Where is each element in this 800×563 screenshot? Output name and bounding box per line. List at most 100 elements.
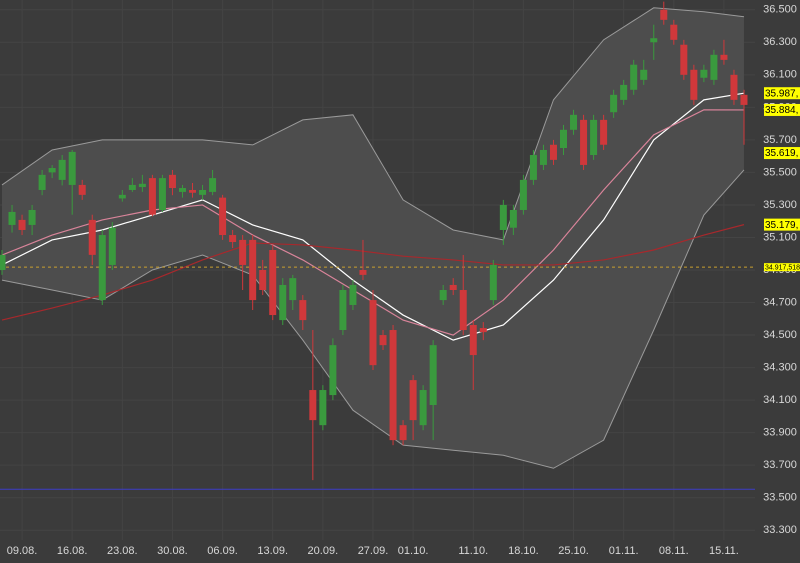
candle-body (319, 390, 327, 426)
price-marker (764, 218, 800, 231)
indicator-line (1, 109, 744, 336)
y-tick-label: 35.300 (763, 199, 797, 211)
candle-body (499, 204, 507, 230)
x-tick-label: 06.09. (207, 545, 238, 557)
candle-body (549, 144, 557, 160)
price-marker (764, 147, 800, 160)
candle-body (459, 290, 467, 331)
y-tick-label: 35.100 (763, 231, 797, 243)
candle-body (489, 264, 497, 301)
candle-body (38, 174, 46, 190)
candle-body (690, 69, 698, 100)
price-marker-label: 35.987, (765, 88, 798, 99)
lower-band (1, 169, 745, 469)
band-layer (2, 7, 744, 469)
y-tick-label: 34.100 (763, 394, 797, 406)
candle-body (479, 328, 487, 333)
x-tick-label: 09.08. (7, 545, 38, 557)
candle-body (449, 284, 457, 291)
candle-body (48, 168, 56, 173)
x-tick-label: 01.10. (398, 545, 429, 557)
candle-body (590, 119, 598, 156)
candle-body (78, 184, 86, 195)
candle-body (469, 324, 477, 356)
candle-body (560, 129, 568, 149)
candle-body (710, 54, 718, 80)
candle-body (610, 94, 618, 113)
y-tick-label: 33.900 (763, 427, 797, 439)
candle-body (98, 235, 106, 301)
candle-body (148, 178, 156, 215)
candle-body (168, 174, 176, 189)
x-tick-label: 30.08. (157, 545, 188, 557)
candle-body (640, 69, 648, 80)
candle-body (369, 300, 377, 366)
candle-body (740, 94, 748, 105)
indicator-line (1, 224, 745, 321)
candle-body (88, 219, 96, 255)
candle-body (8, 211, 16, 225)
candle-body (720, 54, 728, 60)
y-tick-label: 33.300 (763, 524, 797, 536)
candle-body (409, 380, 417, 421)
candle-body (349, 284, 357, 305)
y-tick-label: 36.300 (763, 36, 797, 48)
x-tick-label: 13.09. (257, 545, 288, 557)
candle-layer (0, 1, 748, 481)
candle-body (509, 209, 517, 228)
candle-body (529, 155, 537, 180)
candle-body (329, 345, 337, 396)
candle-body (108, 227, 116, 265)
candle-body (128, 184, 136, 190)
candle-body (309, 390, 317, 421)
x-tick-label: 15.11. (709, 545, 739, 557)
level-label: 34.917,518 (765, 264, 800, 271)
x-tick-label: 25.10. (558, 545, 589, 557)
candle-body (68, 151, 76, 185)
price-marker-label: 35.884, (765, 105, 798, 116)
candle-body (0, 254, 6, 270)
x-tick-label: 20.09. (308, 545, 339, 557)
candle-body (118, 194, 126, 199)
x-tick-label: 27.09. (358, 545, 389, 557)
candle-body (219, 197, 227, 236)
candle-body (630, 64, 638, 90)
y-tick-label: 35.500 (763, 166, 797, 178)
candle-body (249, 239, 257, 301)
y-tick-label: 36.500 (763, 4, 797, 16)
candle-body (379, 335, 387, 346)
price-marker (764, 87, 800, 100)
candle-body (28, 209, 36, 225)
x-tick-label: 23.08. (107, 545, 138, 557)
candle-body (660, 9, 668, 20)
price-marker-label: 35.179, (765, 220, 798, 231)
x-tick-label: 01.11. (609, 545, 639, 557)
candle-body (580, 119, 588, 165)
candle-body (158, 178, 166, 210)
x-tick-label: 08.11. (659, 545, 689, 557)
candle-body (539, 149, 547, 165)
y-tick-label: 33.700 (763, 459, 797, 471)
band-fill (2, 7, 744, 469)
candle-body (289, 278, 297, 301)
y-tick-label: 34.300 (763, 361, 797, 373)
label-layer: 33.300 33.500 33.700 33.900 34.100 34.300 34.5… (7, 4, 800, 557)
candle-body (700, 69, 708, 78)
candle-body (178, 188, 186, 192)
x-tick-label: 18.10. (508, 545, 539, 557)
price-marker (764, 103, 800, 116)
candle-body (650, 38, 658, 43)
candle-body (239, 239, 247, 265)
candle-body (138, 183, 146, 188)
candle-body (570, 114, 578, 130)
candle-body (58, 159, 66, 180)
x-tick-label: 11.10. (458, 545, 488, 557)
y-tick-label: 34.500 (763, 329, 797, 341)
candle-body (229, 235, 237, 243)
level-marker (764, 263, 800, 272)
y-tick-label: 34.700 (763, 296, 797, 308)
candle-body (339, 290, 347, 331)
candle-body (399, 425, 407, 441)
